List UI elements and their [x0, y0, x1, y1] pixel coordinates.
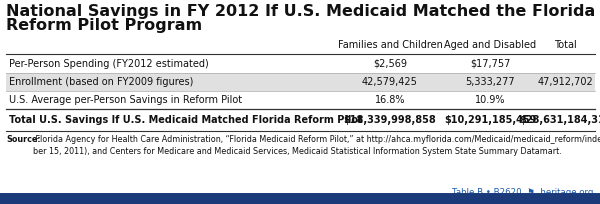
Text: Aged and Disabled: Aged and Disabled — [444, 40, 536, 50]
Text: 10.9%: 10.9% — [475, 95, 505, 105]
Text: 47,912,702: 47,912,702 — [537, 77, 593, 87]
Text: 5,333,277: 5,333,277 — [465, 77, 515, 87]
Text: U.S. Average per-Person Savings in Reform Pilot: U.S. Average per-Person Savings in Refor… — [9, 95, 242, 105]
Text: Table B • B2620  ⚑  heritage.org: Table B • B2620 ⚑ heritage.org — [452, 188, 593, 197]
Text: 16.8%: 16.8% — [375, 95, 405, 105]
Text: Source:: Source: — [6, 135, 41, 144]
Text: $10,291,185,459: $10,291,185,459 — [444, 115, 536, 125]
Text: $17,757: $17,757 — [470, 59, 510, 69]
Text: Families and Children: Families and Children — [338, 40, 442, 50]
Bar — [0, 197, 600, 204]
Text: $18,339,998,858: $18,339,998,858 — [344, 115, 436, 125]
Text: Reform Pilot Program: Reform Pilot Program — [6, 18, 202, 33]
Text: Total: Total — [554, 40, 577, 50]
Text: Per-Person Spending (FY2012 estimated): Per-Person Spending (FY2012 estimated) — [9, 59, 209, 69]
Text: Florida Agency for Health Care Administration, “Florida Medicaid Reform Pilot,” : Florida Agency for Health Care Administr… — [33, 135, 600, 156]
Text: $28,631,184,317: $28,631,184,317 — [519, 115, 600, 125]
Text: National Savings in FY 2012 If U.S. Medicaid Matched the Florida: National Savings in FY 2012 If U.S. Medi… — [6, 4, 595, 19]
Text: Total U.S. Savings If U.S. Medicaid Matched Florida Reform Pilot: Total U.S. Savings If U.S. Medicaid Matc… — [9, 115, 362, 125]
Text: $2,569: $2,569 — [373, 59, 407, 69]
Text: Enrollment (based on FY2009 figures): Enrollment (based on FY2009 figures) — [9, 77, 193, 87]
Text: 42,579,425: 42,579,425 — [362, 77, 418, 87]
Bar — [6, 73, 595, 91]
